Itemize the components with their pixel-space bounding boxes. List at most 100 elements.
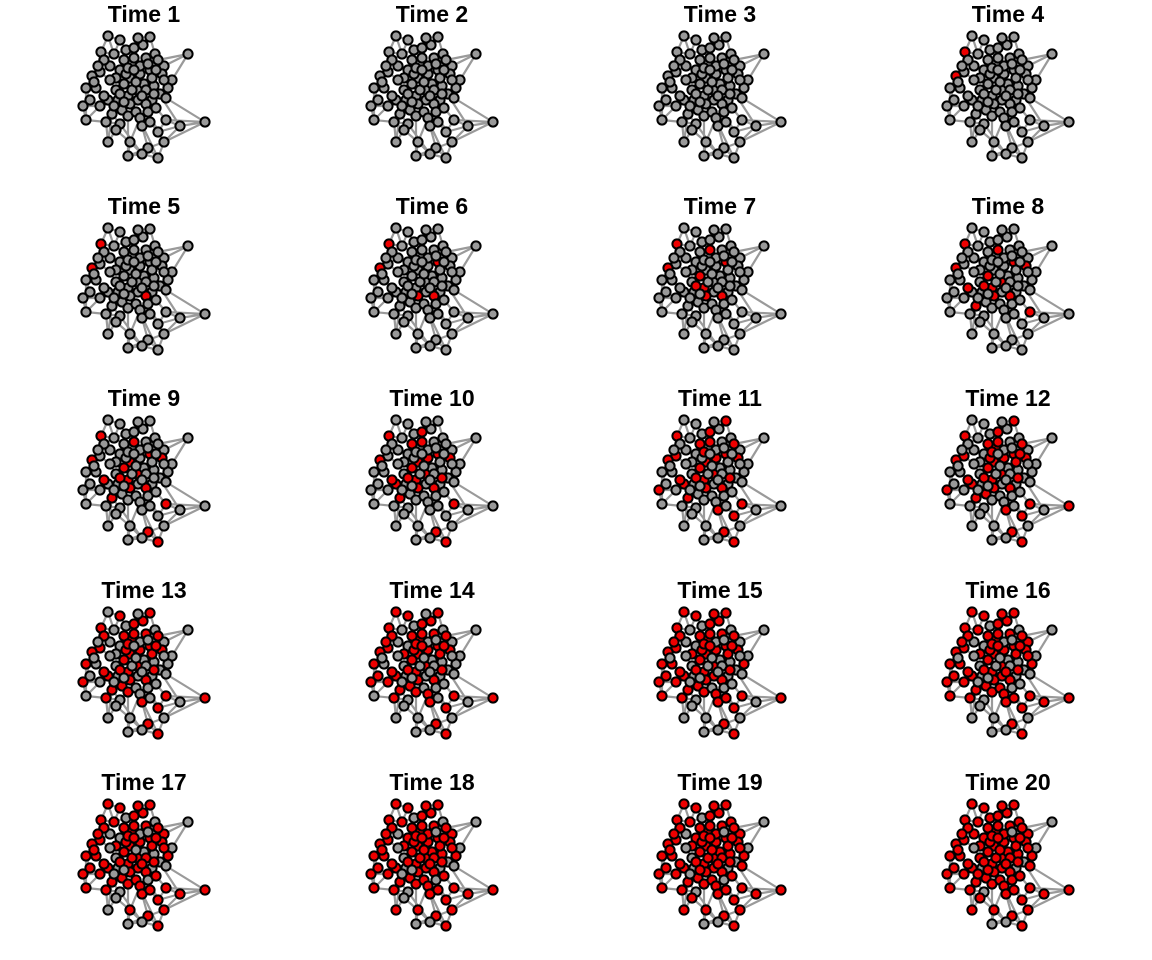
susceptible-node bbox=[402, 418, 414, 430]
infected-node bbox=[678, 606, 690, 618]
susceptible-node bbox=[432, 308, 444, 320]
susceptible-node bbox=[664, 460, 676, 472]
susceptible-node bbox=[410, 534, 422, 546]
infected-node bbox=[128, 820, 140, 832]
susceptible-node bbox=[122, 342, 134, 354]
susceptible-node bbox=[758, 432, 770, 444]
susceptible-node bbox=[944, 114, 956, 126]
susceptible-node bbox=[736, 92, 748, 104]
infected-node bbox=[704, 244, 716, 256]
susceptible-node bbox=[1016, 54, 1028, 66]
susceptible-node bbox=[674, 90, 686, 102]
susceptible-node bbox=[430, 634, 442, 646]
susceptible-node bbox=[966, 414, 978, 426]
infected-node bbox=[418, 844, 430, 856]
susceptible-node bbox=[80, 466, 92, 478]
susceptible-node bbox=[432, 223, 444, 235]
infected-node bbox=[148, 856, 160, 868]
susceptible-node bbox=[952, 460, 964, 472]
susceptible-node bbox=[390, 414, 402, 426]
susceptible-node bbox=[966, 712, 978, 724]
susceptible-node bbox=[376, 460, 388, 472]
susceptible-node bbox=[718, 250, 730, 262]
infected-node bbox=[1008, 415, 1020, 427]
infected-node bbox=[152, 630, 164, 642]
susceptible-node bbox=[728, 54, 740, 66]
susceptible-node bbox=[972, 48, 984, 60]
susceptible-node bbox=[150, 102, 162, 114]
susceptible-node bbox=[420, 608, 432, 620]
susceptible-node bbox=[706, 652, 718, 664]
susceptible-node bbox=[446, 458, 458, 470]
network-edge bbox=[450, 504, 495, 528]
susceptible-node bbox=[100, 500, 112, 512]
infected-node bbox=[941, 484, 953, 496]
susceptible-node bbox=[712, 148, 724, 160]
susceptible-node bbox=[128, 42, 140, 54]
network-graph bbox=[941, 30, 1075, 164]
susceptible-node bbox=[712, 666, 724, 678]
infected-node bbox=[1008, 692, 1020, 704]
network-edge bbox=[1028, 694, 1071, 700]
susceptible-node bbox=[775, 500, 787, 512]
susceptible-node bbox=[941, 100, 953, 112]
susceptible-node bbox=[487, 500, 499, 512]
infected-node bbox=[424, 858, 436, 870]
infected-node bbox=[432, 884, 444, 896]
infected-node bbox=[487, 692, 499, 704]
susceptible-node bbox=[392, 266, 404, 278]
susceptible-node bbox=[136, 916, 148, 928]
susceptible-node bbox=[150, 678, 162, 690]
infected-node bbox=[440, 630, 452, 642]
susceptible-node bbox=[986, 726, 998, 738]
infected-node bbox=[152, 894, 164, 906]
susceptible-node bbox=[372, 286, 384, 298]
susceptible-node bbox=[670, 484, 682, 496]
susceptible-node bbox=[102, 606, 114, 618]
susceptible-node bbox=[410, 150, 422, 162]
infected-node bbox=[726, 640, 738, 652]
susceptible-node bbox=[670, 100, 682, 112]
susceptible-node bbox=[1000, 532, 1012, 544]
susceptible-node bbox=[368, 274, 380, 286]
susceptible-node bbox=[136, 474, 148, 486]
susceptible-node bbox=[148, 472, 160, 484]
infected-node bbox=[440, 894, 452, 906]
susceptible-node bbox=[958, 100, 970, 112]
network-edge bbox=[452, 288, 495, 316]
susceptible-node bbox=[80, 82, 92, 94]
susceptible-node bbox=[706, 268, 718, 280]
susceptible-node bbox=[1000, 90, 1012, 102]
susceptible-node bbox=[712, 90, 724, 102]
susceptible-node bbox=[988, 328, 1000, 340]
susceptible-node bbox=[150, 486, 162, 498]
infected-node bbox=[416, 810, 428, 822]
susceptible-node bbox=[132, 416, 144, 428]
infected-node bbox=[720, 607, 732, 619]
susceptible-node bbox=[1024, 284, 1036, 296]
susceptible-node bbox=[1022, 458, 1034, 470]
network-edge bbox=[452, 96, 495, 124]
susceptible-node bbox=[98, 90, 110, 102]
panel-title: Time 12 bbox=[965, 385, 1050, 411]
infected-node bbox=[720, 692, 732, 704]
susceptible-node bbox=[944, 274, 956, 286]
susceptible-node bbox=[952, 268, 964, 280]
infected-node bbox=[100, 884, 112, 896]
susceptible-node bbox=[734, 328, 746, 340]
infected-node bbox=[1016, 630, 1028, 642]
susceptible-node bbox=[708, 32, 720, 44]
infected-node bbox=[199, 884, 211, 896]
susceptible-node bbox=[118, 78, 130, 90]
infected-node bbox=[128, 618, 140, 630]
infected-node bbox=[416, 640, 428, 652]
susceptible-node bbox=[88, 76, 100, 88]
network-edge bbox=[740, 118, 783, 124]
network-edge bbox=[740, 480, 783, 508]
network-panel: Time 11 bbox=[653, 385, 787, 548]
infected-node bbox=[436, 472, 448, 484]
network-graph bbox=[941, 606, 1075, 740]
infected-node bbox=[948, 670, 960, 682]
susceptible-node bbox=[390, 328, 402, 340]
